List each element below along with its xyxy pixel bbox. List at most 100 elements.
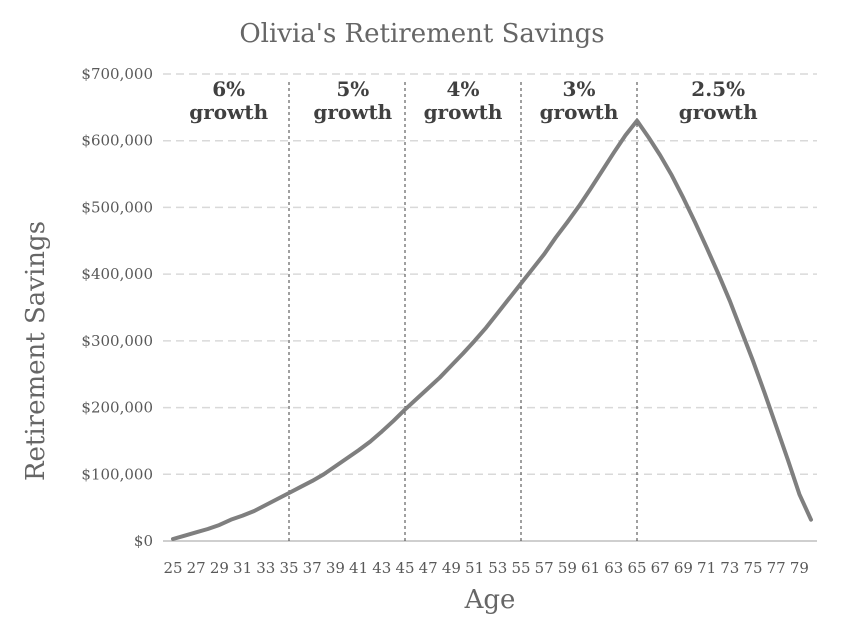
x-tick-label: 53: [488, 559, 507, 577]
data-point: [775, 425, 778, 428]
phase-rate-label: 3%: [563, 77, 596, 101]
phase-growth-label: growth: [679, 100, 758, 124]
data-point: [287, 491, 290, 494]
y-axis-label: Retirement Savings: [21, 221, 51, 481]
chart-title: Olivia's Retirement Savings: [239, 19, 604, 49]
data-point: [531, 267, 534, 270]
data-point: [357, 449, 360, 452]
data-point: [496, 311, 499, 314]
x-tick-label: 49: [442, 559, 461, 577]
data-point: [693, 221, 696, 224]
data-point: [659, 154, 662, 157]
x-tick-label: 29: [210, 559, 229, 577]
x-tick-label: 71: [697, 559, 716, 577]
data-point: [589, 187, 592, 190]
data-point: [195, 531, 198, 534]
data-point: [218, 523, 221, 526]
data-point: [415, 397, 418, 400]
x-tick-label: 43: [372, 559, 391, 577]
x-tick-label: 25: [163, 559, 182, 577]
data-point: [403, 408, 406, 411]
data-point: [705, 246, 708, 249]
x-tick-label: 61: [581, 559, 600, 577]
data-point: [601, 169, 604, 172]
data-point: [566, 221, 569, 224]
data-point: [763, 391, 766, 394]
data-point: [519, 282, 522, 285]
data-point: [334, 465, 337, 468]
data-point: [682, 196, 685, 199]
phase-rate-label: 5%: [336, 77, 369, 101]
data-point: [635, 119, 638, 122]
data-point: [624, 134, 627, 137]
x-tick-label: 73: [720, 559, 739, 577]
x-tick-label: 79: [790, 559, 809, 577]
data-point: [728, 299, 731, 302]
data-point: [554, 236, 557, 239]
data-point: [253, 509, 256, 512]
data-point: [717, 272, 720, 275]
y-tick-label: $400,000: [81, 265, 153, 283]
x-tick-label: 35: [279, 559, 298, 577]
data-point: [311, 479, 314, 482]
phase-growth-label: growth: [540, 100, 619, 124]
data-point: [809, 518, 812, 521]
x-tick-label: 67: [651, 559, 670, 577]
x-tick-label: 57: [535, 559, 554, 577]
x-tick-label: 77: [767, 559, 786, 577]
data-point: [427, 387, 430, 390]
data-point: [647, 136, 650, 139]
data-point: [206, 527, 209, 530]
data-point: [670, 174, 673, 177]
x-tick-label: 33: [256, 559, 275, 577]
savings-series-line: [171, 118, 813, 541]
data-point: [369, 440, 372, 443]
y-tick-label: $0: [134, 532, 153, 550]
data-point: [183, 534, 186, 537]
data-point: [345, 457, 348, 460]
data-point: [276, 497, 279, 500]
data-point: [473, 339, 476, 342]
phase-growth-label: growth: [313, 100, 392, 124]
x-tick-label: 65: [627, 559, 646, 577]
data-point: [577, 204, 580, 207]
data-point: [612, 151, 615, 154]
data-point: [508, 297, 511, 300]
y-tick-label: $700,000: [81, 65, 153, 83]
x-tick-label: 37: [303, 559, 322, 577]
x-tick-label: 47: [419, 559, 438, 577]
data-point: [171, 537, 174, 540]
x-tick-label: 27: [187, 559, 206, 577]
phase-rate-label: 6%: [212, 77, 245, 101]
x-tick-label: 69: [674, 559, 693, 577]
y-tick-label: $200,000: [81, 399, 153, 417]
x-tick-label: 55: [511, 559, 530, 577]
y-tick-label: $600,000: [81, 132, 153, 150]
data-point: [299, 485, 302, 488]
data-point: [485, 326, 488, 329]
y-tick-label: $300,000: [81, 332, 153, 350]
x-tick-label: 51: [465, 559, 484, 577]
x-axis-label: Age: [464, 585, 516, 615]
gridlines: [163, 73, 817, 476]
phase-rate-label: 4%: [447, 77, 480, 101]
data-point: [461, 352, 464, 355]
data-point: [798, 493, 801, 496]
y-tick-label: $100,000: [81, 465, 153, 483]
phase-growth-label: growth: [189, 100, 268, 124]
data-point: [786, 458, 789, 461]
y-tick-label: $500,000: [81, 198, 153, 216]
x-tick-label: 45: [395, 559, 414, 577]
phase-dividers: [288, 82, 638, 541]
data-line-layer: [171, 118, 813, 541]
data-point: [241, 514, 244, 517]
data-point: [740, 329, 743, 332]
phase-rate-label: 2.5%: [691, 77, 745, 101]
data-point: [543, 253, 546, 256]
phase-growth-label: growth: [424, 100, 503, 124]
data-point: [751, 359, 754, 362]
data-point: [380, 430, 383, 433]
x-tick-label: 63: [604, 559, 623, 577]
